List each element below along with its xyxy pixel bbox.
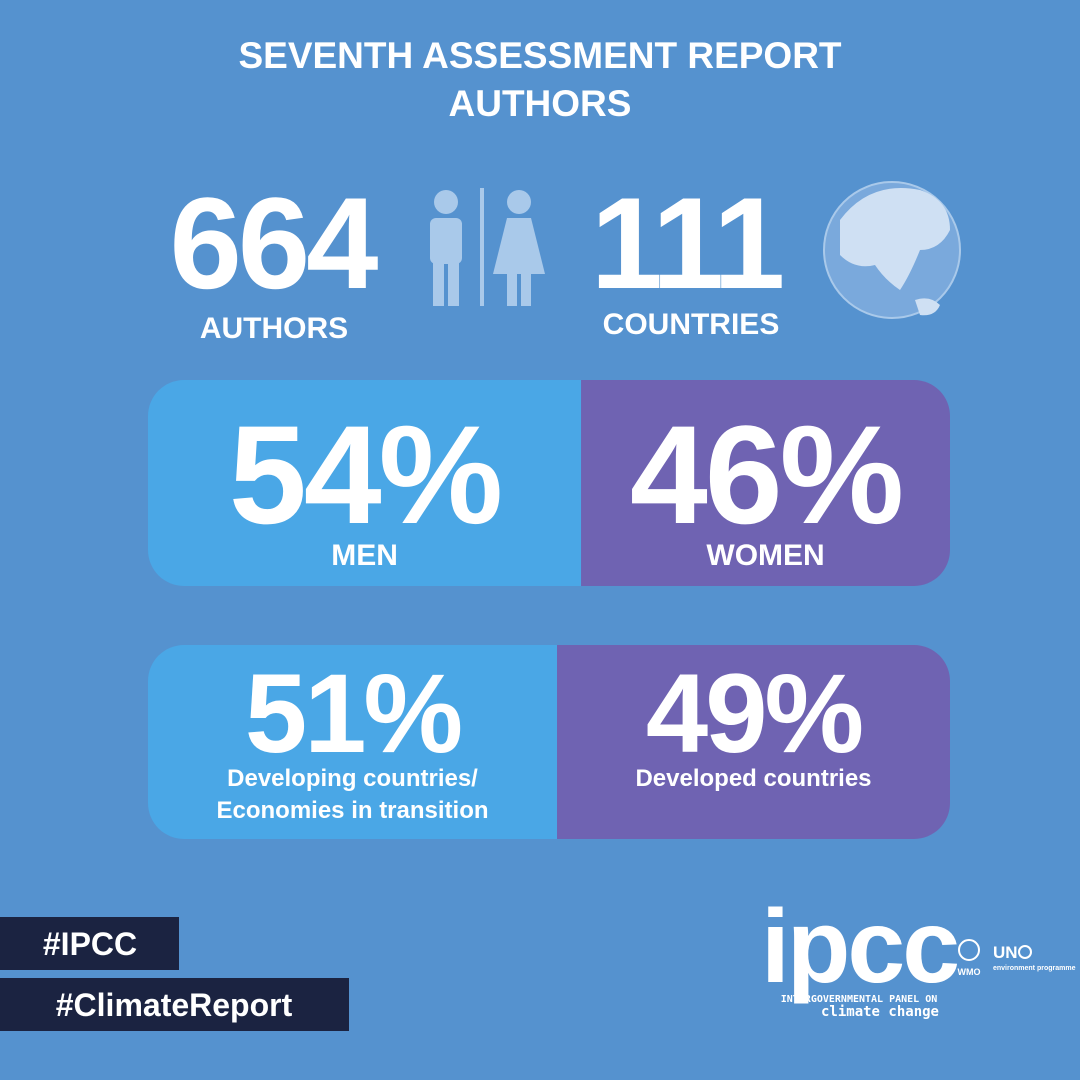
stat-number: 664 <box>170 170 379 316</box>
people-icon <box>430 188 545 306</box>
percent: 49% <box>646 651 862 776</box>
stat-number: 111 <box>591 170 782 316</box>
title: SEVENTH ASSESSMENT REPORT <box>238 35 841 76</box>
caption: WOMEN <box>706 539 824 572</box>
percent: 54% <box>229 396 500 553</box>
globe-icon <box>823 181 961 319</box>
logo-text: INTERGOVERNMENTAL PANEL ON <box>781 994 938 1005</box>
title: AUTHORS <box>449 83 632 124</box>
segment <box>581 380 950 586</box>
logo-text: environment programme <box>993 965 1076 972</box>
tag-bg <box>0 917 179 970</box>
caption: MEN <box>331 539 398 572</box>
caption: Developed countries <box>635 765 871 792</box>
hashtag: #IPCC <box>43 926 137 962</box>
logo-text: UN <box>993 943 1018 962</box>
caption: Developing countries/ <box>227 765 478 792</box>
hashtag: #ClimateReport <box>56 987 293 1023</box>
segment <box>148 380 582 586</box>
stat-label: COUNTRIES <box>603 308 780 341</box>
splits: 54%MEN 46%WOMEN 51%Developing countries/Ec… <box>148 380 950 839</box>
logo-text: climate change <box>821 1004 939 1020</box>
split-bar <box>148 380 950 586</box>
wmo-emblem <box>958 939 980 961</box>
percent: 51% <box>245 651 461 776</box>
logo-text: WMO <box>958 967 981 977</box>
percent: 46% <box>630 396 901 553</box>
logo: ipcc <box>761 889 957 1005</box>
split-bar <box>148 645 950 839</box>
segment <box>557 645 950 839</box>
tag-bg <box>0 978 349 1031</box>
un-emblem <box>1018 945 1032 959</box>
stat-label: AUTHORS <box>200 312 348 345</box>
segment <box>148 645 558 839</box>
caption: Economies in transition <box>216 797 488 824</box>
